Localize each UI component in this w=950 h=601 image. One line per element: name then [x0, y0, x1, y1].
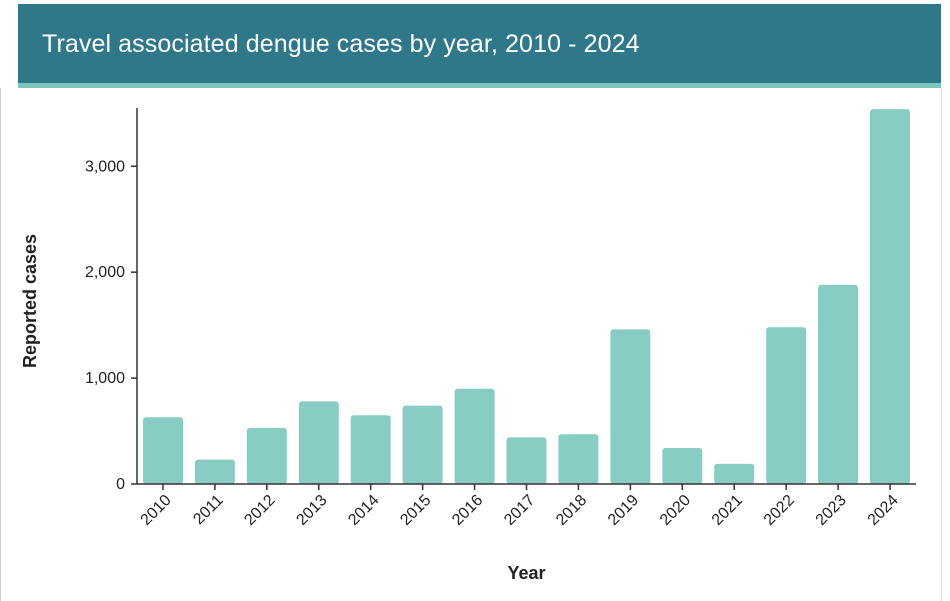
x-tick-label: 2017 — [501, 492, 538, 529]
y-tick-label: 2,000 — [85, 264, 125, 281]
y-tick-label: 0 — [116, 476, 125, 493]
x-tick-label: 2023 — [813, 492, 850, 529]
bar-2012 — [246, 427, 287, 484]
x-tick-label: 2015 — [397, 492, 434, 529]
x-tick-label: 2024 — [865, 492, 902, 529]
chart-title: Travel associated dengue cases by year, … — [42, 30, 640, 58]
bar-2019 — [610, 329, 651, 484]
frame-border-left — [0, 88, 1, 601]
x-tick-label: 2012 — [241, 492, 278, 529]
bar-2010 — [143, 417, 183, 484]
bar-2020 — [662, 448, 703, 484]
bar-2024 — [870, 109, 910, 484]
x-tick-label: 2020 — [657, 492, 694, 529]
bar-2016 — [454, 388, 495, 484]
bar-2013 — [298, 401, 339, 484]
y-axis-title: Reported cases — [20, 234, 40, 368]
bar-2018 — [558, 434, 599, 484]
x-tick-label: 2011 — [190, 492, 226, 528]
bar-2011 — [194, 459, 235, 484]
chart-header: Travel associated dengue cases by year, … — [18, 4, 941, 88]
bar-2022 — [766, 327, 807, 484]
bar-2014 — [350, 415, 391, 484]
x-tick-label: 2016 — [449, 492, 486, 529]
x-tick-label: 2014 — [345, 492, 382, 529]
y-tick-label: 1,000 — [85, 370, 125, 387]
bars-group — [143, 109, 910, 484]
x-tick-label: 2018 — [553, 492, 590, 529]
bar-2015 — [402, 405, 443, 484]
bar-2023 — [818, 284, 859, 484]
x-tick-label: 2021 — [709, 492, 746, 529]
x-axis: 2010 2011 2012 2013 2014 2015 2016 2017 2018 2019… — [137, 483, 916, 529]
frame-border-right — [941, 88, 942, 601]
x-tick-label: 2010 — [138, 492, 175, 529]
x-tick-label: 2022 — [761, 492, 798, 529]
x-tick-label: 2019 — [605, 492, 642, 529]
x-axis-title: Year — [507, 563, 545, 583]
bar-2021 — [714, 463, 755, 484]
x-tick-label: 2013 — [293, 492, 330, 529]
y-tick-label: 3,000 — [85, 158, 125, 175]
y-axis: 0 1,000 2,000 3,000 — [85, 108, 138, 493]
bar-2017 — [506, 437, 547, 484]
